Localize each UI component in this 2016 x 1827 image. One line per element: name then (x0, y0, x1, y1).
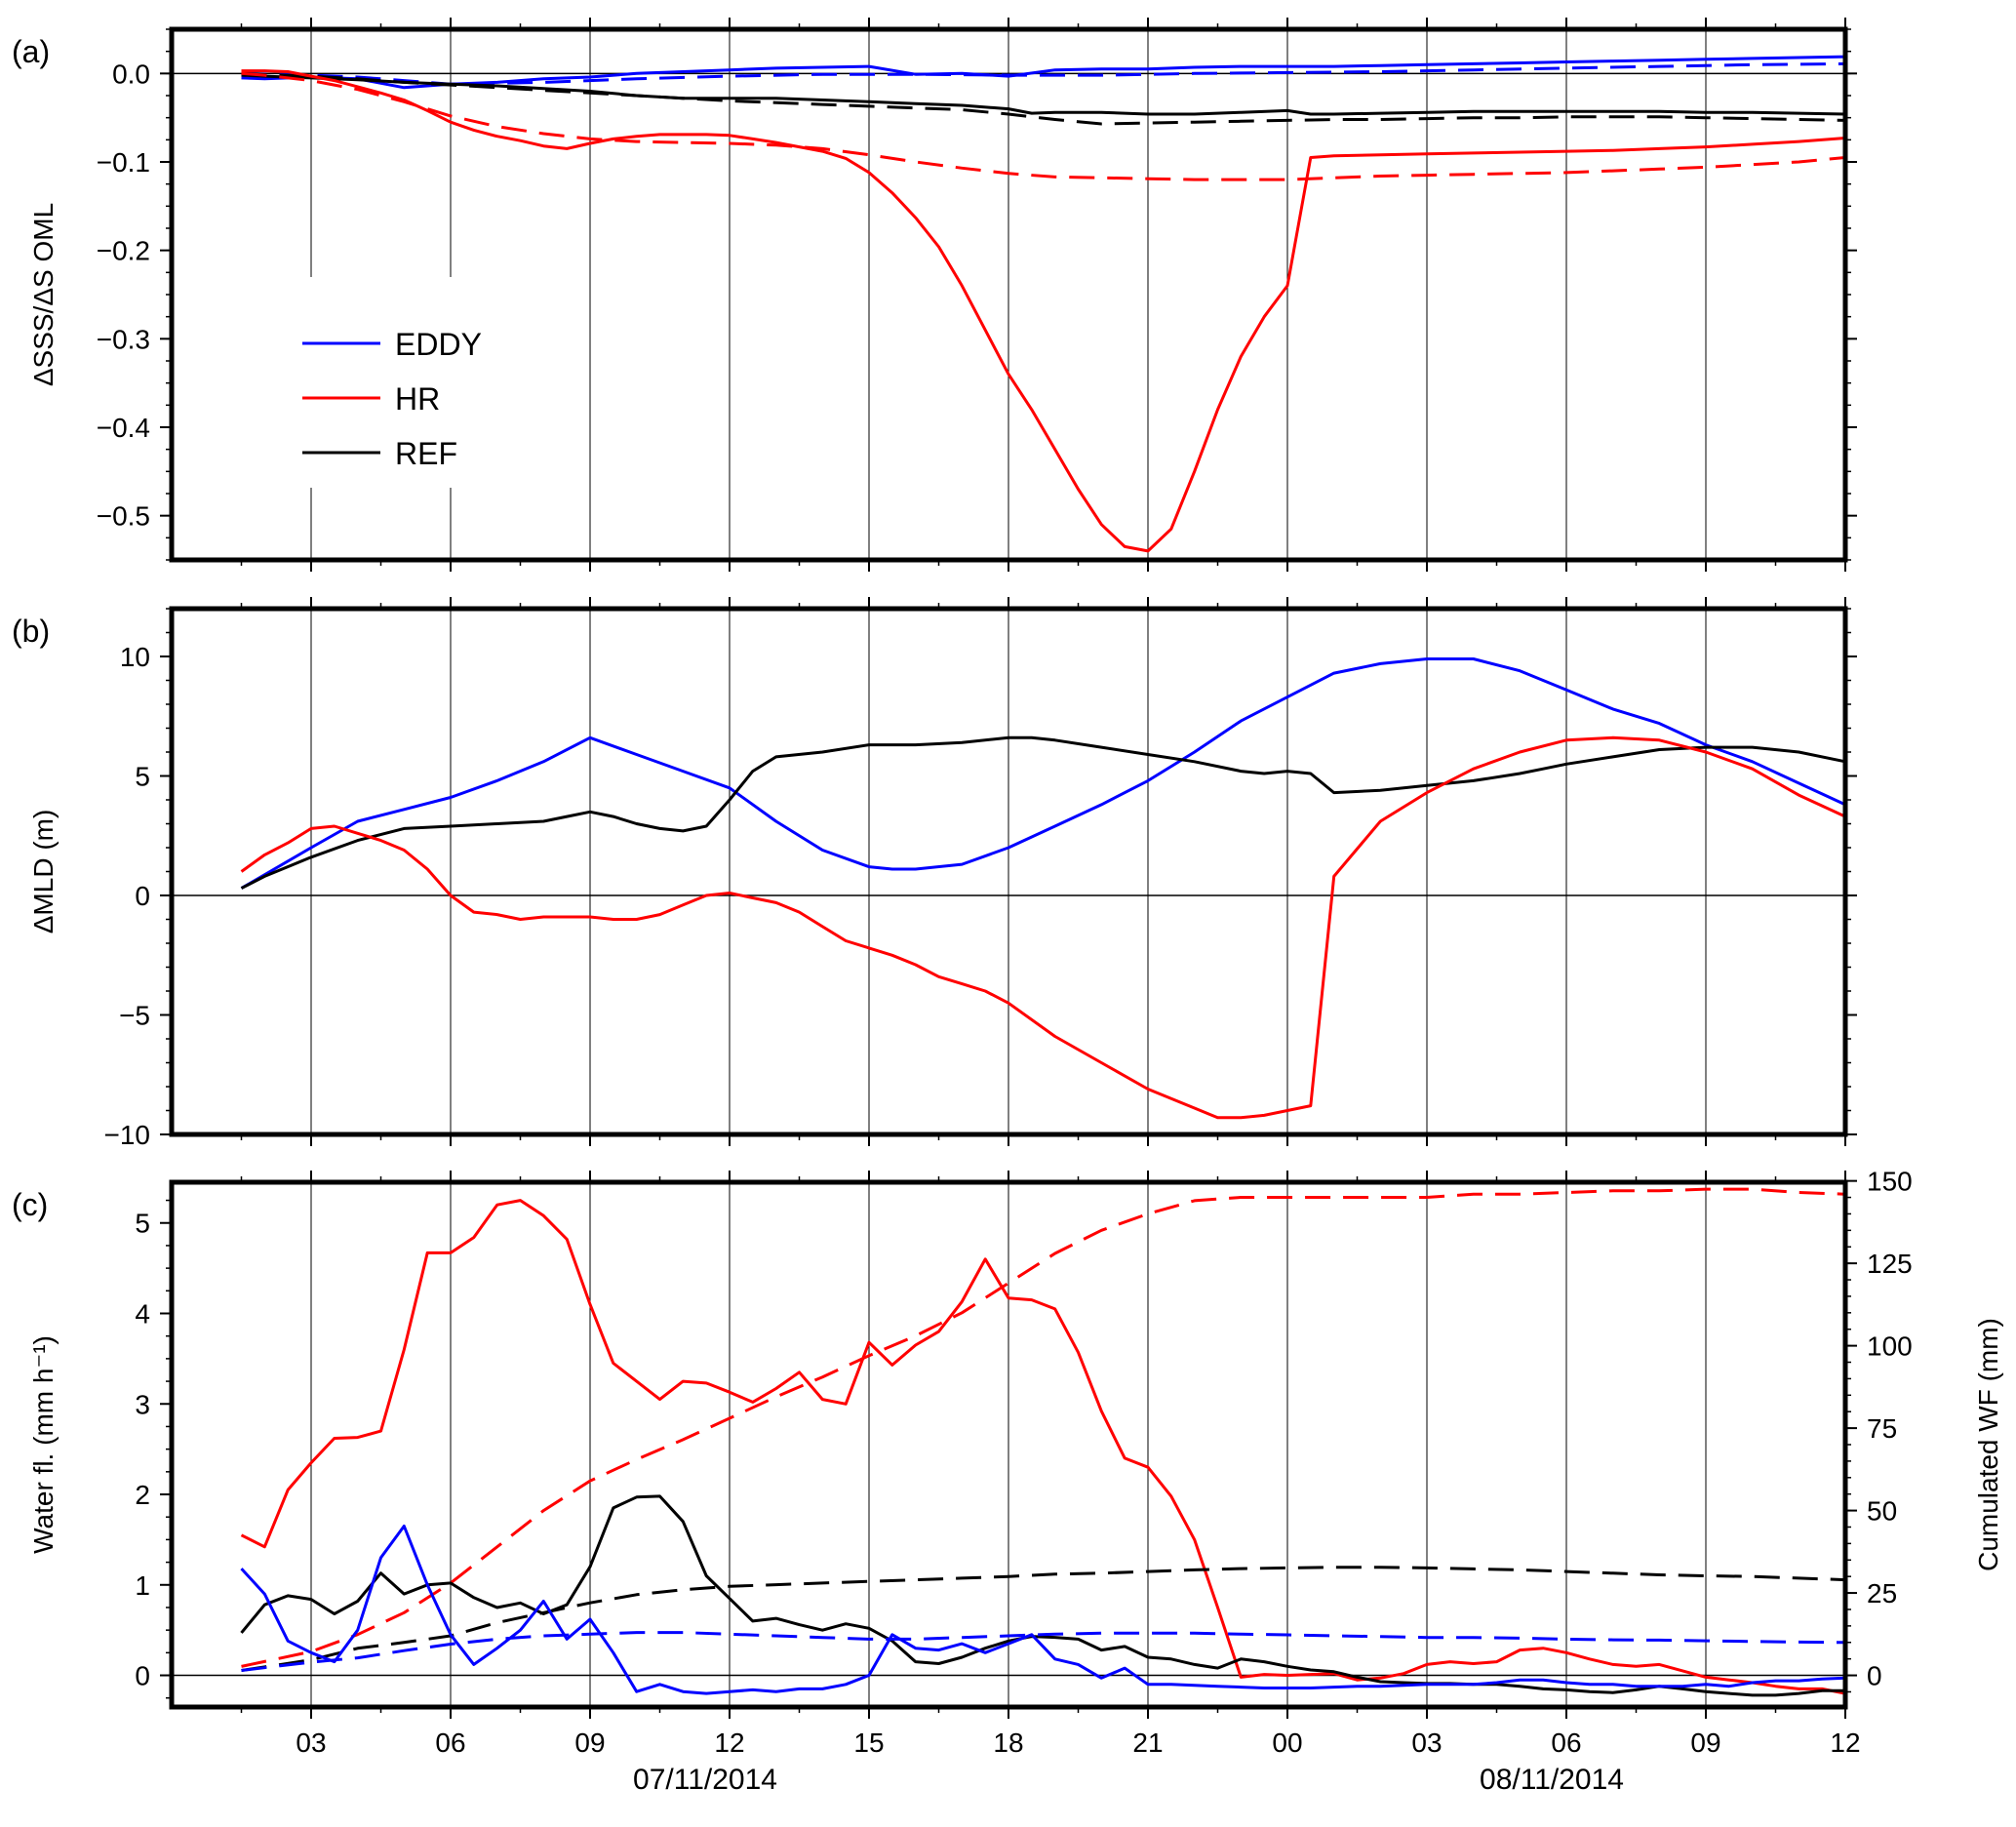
x-tick-label: 03 (1411, 1728, 1442, 1758)
panel-label: (b) (12, 614, 50, 649)
y-axis-label: Water fl. (mm h⁻¹) (28, 1335, 59, 1554)
x-tick-label: 03 (296, 1728, 326, 1758)
y-axis-label: ΔMLD (m) (28, 810, 59, 934)
panel-b: 10 5 0 −5 −10 (b) ΔMLD (m) (12, 597, 1857, 1150)
y-tick-label: 4 (135, 1299, 150, 1330)
y-tick-label: −0.5 (97, 501, 150, 532)
plot-frame (169, 26, 1848, 563)
y-right-tick-label: 25 (1867, 1578, 1897, 1609)
series-ref-solid-line (241, 73, 1846, 116)
series-hr-solid-line (241, 69, 1846, 553)
y-tick-label: 3 (135, 1389, 150, 1419)
y-tick-label: 0 (135, 1661, 150, 1691)
x-axis: 07/11/2014 08/11/2014 03 06 09 12 15 18 21 00 03… (296, 1728, 1860, 1796)
x-tick-label: 18 (993, 1728, 1023, 1758)
series-hr-solid-line (240, 735, 1846, 1120)
x-tick-label: 00 (1272, 1728, 1302, 1758)
y-tick-label: −10 (104, 1120, 151, 1150)
x-tick-label: 15 (853, 1728, 884, 1758)
legend-label: HR (395, 381, 440, 417)
y-right-tick-label: 50 (1867, 1496, 1897, 1527)
series-eddy-solid-line (240, 657, 1846, 890)
y-tick-label: −0.1 (97, 147, 150, 178)
date-label-2: 08/11/2014 (1480, 1764, 1624, 1796)
y-right-tick-label: 125 (1867, 1249, 1913, 1279)
panel-label: (a) (12, 34, 50, 69)
panel-a: 0.0 −0.1 −0.2 −0.3 −0.4 −0.5 (a) ΔSSS/ΔS OML EDD… (12, 18, 1857, 572)
series-ref-dashed-line (241, 1566, 1846, 1672)
y-axis-label: ΔSSS/ΔS OML (28, 203, 59, 386)
y-right-tick-label: 0 (1867, 1661, 1882, 1691)
y-tick-label: 1 (135, 1570, 150, 1601)
series-hr-dashed-line (241, 71, 1846, 181)
x-tick-label: 09 (574, 1728, 605, 1758)
y-tick-label: 0 (135, 881, 150, 911)
y-tick-label: −0.3 (97, 324, 150, 354)
series-ref-solid-line (240, 735, 1846, 890)
legend-label: REF (395, 436, 457, 471)
date-label-1: 07/11/2014 (633, 1764, 777, 1796)
y-right-tick-label: 100 (1867, 1331, 1913, 1362)
series-ref-dashed-line (241, 71, 1846, 126)
x-tick-label: 12 (714, 1728, 744, 1758)
x-tick-label: 06 (435, 1728, 465, 1758)
legend: EDDY HR REF (302, 327, 482, 471)
plot-frame (169, 606, 1848, 1137)
plot-frame (169, 1179, 1848, 1710)
y-tick-label: 5 (135, 1209, 150, 1239)
x-tick-label: 21 (1132, 1728, 1163, 1758)
y-tick-label: 0.0 (112, 59, 150, 89)
series-eddy-dashed-line (241, 1631, 1846, 1672)
legend-label: EDDY (395, 327, 482, 362)
y-right-tick-label: 150 (1867, 1167, 1913, 1197)
series-ref-solid-line (240, 1494, 1845, 1697)
x-tick-label: 09 (1690, 1728, 1720, 1758)
x-tick-label: 12 (1830, 1728, 1860, 1758)
series-hr-solid-line (240, 1199, 1846, 1695)
x-tick-label: 06 (1551, 1728, 1581, 1758)
y-tick-label: −0.4 (97, 413, 150, 443)
panel-label: (c) (12, 1187, 48, 1222)
y-tick-label: 5 (135, 762, 150, 792)
y-axis-right-label: Cumulated WF (mm) (1973, 1318, 2003, 1571)
y-tick-label: 10 (120, 642, 150, 672)
y-right-tick-label: 75 (1867, 1413, 1897, 1444)
y-tick-label: −0.2 (97, 236, 150, 266)
y-tick-label: 2 (135, 1480, 150, 1510)
series-eddy-solid-line (240, 1525, 1846, 1695)
y-tick-label: −5 (119, 1001, 150, 1031)
series-hr-dashed-line (241, 1187, 1846, 1668)
